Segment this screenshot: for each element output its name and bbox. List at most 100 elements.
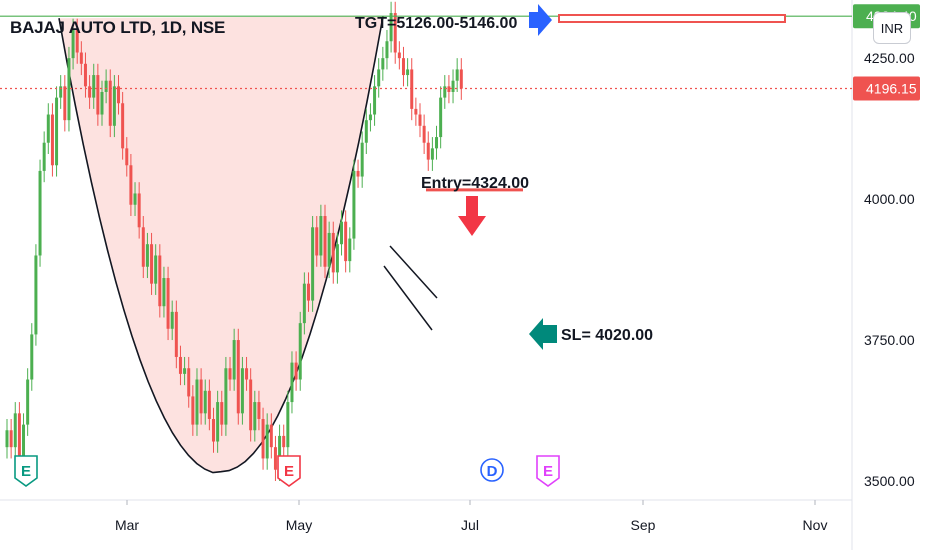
candle-body [286, 402, 290, 448]
candle-body [166, 278, 170, 329]
time-tick-label: Jul [461, 517, 479, 533]
candle-body [327, 232, 331, 267]
candle-body [418, 114, 422, 126]
candle-body [100, 91, 104, 115]
candle-body [397, 52, 401, 59]
candle-body [224, 368, 228, 425]
candle-body [360, 142, 364, 177]
target-arrow-icon [529, 4, 552, 36]
price-tick-label: 4000.00 [864, 191, 915, 207]
entry-label: Entry=4324.00 [421, 175, 529, 192]
candle-body [447, 86, 451, 92]
candle-body [364, 120, 368, 143]
candle-body [422, 125, 426, 143]
candle-body [269, 424, 273, 448]
candle-body [137, 193, 141, 228]
candle-body [42, 142, 46, 171]
candle-body [373, 86, 377, 115]
candle-body [22, 424, 26, 459]
candle-body [265, 424, 269, 459]
last-price-box [853, 76, 920, 101]
candle-body [34, 255, 38, 335]
candle-body [290, 362, 294, 403]
candle-body [294, 362, 298, 380]
time-tick-label: May [286, 517, 312, 533]
price-tick-label: 3500.00 [864, 473, 915, 489]
candle-body [13, 413, 17, 448]
time-tick-label: Nov [803, 517, 828, 533]
candle-body [150, 244, 154, 284]
candle-body [50, 114, 54, 166]
candle-body [38, 170, 42, 256]
candle-body [278, 435, 282, 470]
time-tick-label: Sep [631, 517, 656, 533]
event-marker-letter: E [284, 463, 294, 480]
candle-body [406, 69, 410, 76]
candle-body [335, 244, 339, 273]
candle-body [414, 108, 418, 115]
candle-body [315, 227, 319, 256]
candle-body [340, 221, 344, 245]
candle-body [389, 13, 393, 42]
candle-body [302, 283, 306, 324]
last-price-label: 4196.15 [866, 81, 917, 97]
candle-body [401, 58, 405, 76]
candle-body [63, 86, 67, 121]
candle-body [323, 216, 327, 267]
candle-body [158, 255, 162, 307]
candle-body [9, 430, 13, 448]
candle-body [306, 283, 310, 301]
candle-body [356, 170, 360, 177]
entry-arrow-icon [458, 196, 486, 236]
candle-body [117, 86, 121, 104]
candle-body [245, 368, 249, 380]
candle-body [298, 323, 302, 380]
candle-body [133, 193, 137, 205]
sl-arrow-icon [529, 318, 557, 350]
candle-body [46, 114, 50, 143]
candle-body [228, 368, 232, 380]
candle-body [352, 170, 356, 239]
candle-body [319, 216, 323, 256]
candle-body [344, 221, 348, 262]
candle-body [170, 311, 174, 329]
candle-body [253, 402, 257, 431]
candle-body [191, 396, 195, 425]
candle-body [459, 69, 463, 89]
candle-body [236, 340, 240, 414]
candle-body [187, 368, 191, 397]
candle-body [311, 227, 315, 301]
candle-body [129, 165, 133, 205]
price-tick-label: 3750.00 [864, 332, 915, 348]
target-band [558, 14, 786, 23]
earnings-marker-icon [14, 455, 38, 487]
candle-body [92, 75, 96, 98]
candle-body [348, 238, 352, 262]
candle-body [96, 75, 100, 115]
candle-body [71, 29, 75, 59]
event-marker-letter: E [543, 463, 553, 480]
candle-body [178, 356, 182, 374]
candle-body [435, 137, 439, 149]
price-tick-label: 4250.00 [864, 50, 915, 66]
candle-body [220, 402, 224, 425]
candle-body [249, 379, 253, 431]
candle-body [125, 148, 129, 166]
candle-body [104, 80, 108, 92]
time-tick-label: Mar [115, 517, 139, 533]
candle-body [207, 390, 211, 419]
event-marker-letter: D [487, 463, 498, 480]
candle-body [257, 402, 261, 419]
candle-body [426, 142, 430, 160]
candle-body [55, 97, 59, 166]
currency-button[interactable]: INR [873, 12, 911, 44]
candle-body [195, 379, 199, 425]
candle-body [174, 311, 178, 357]
candle-body [203, 390, 207, 414]
candle-body [30, 334, 34, 380]
candle-body [240, 368, 244, 414]
sl-label: SL= 4020.00 [561, 327, 653, 344]
candle-body [212, 418, 215, 442]
earnings-marker-icon [277, 455, 301, 487]
